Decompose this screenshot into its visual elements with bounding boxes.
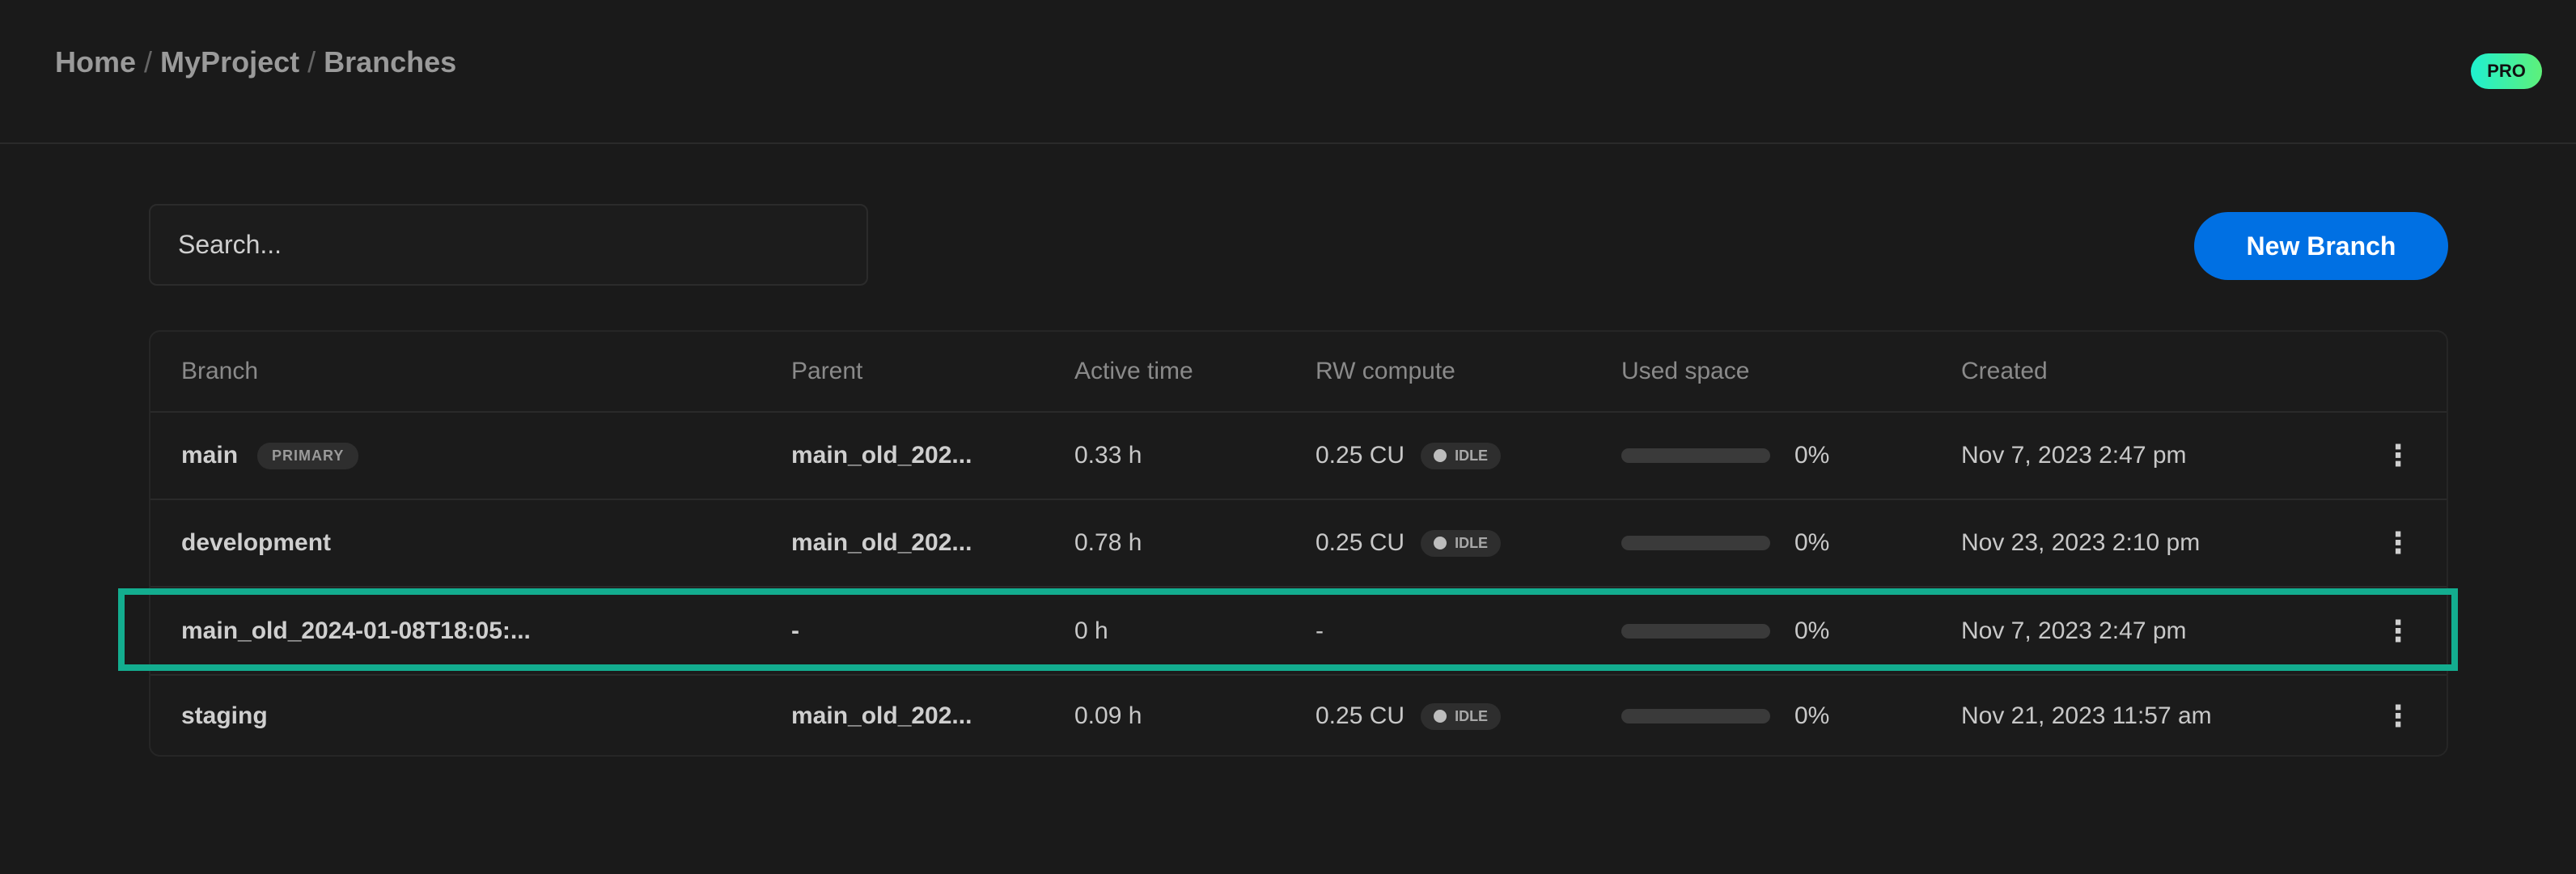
primary-badge: PRIMARY xyxy=(257,442,359,469)
table-row[interactable]: main_old_2024-01-08T18:05:... - 0 h - 0% Nov … xyxy=(150,588,2447,676)
column-header-active-time: Active time xyxy=(1074,358,1193,384)
more-options-icon[interactable]: ⋮ xyxy=(2383,614,2413,647)
status-badge: IDLE xyxy=(1421,529,1502,557)
active-time-cell: 0.33 h xyxy=(1074,442,1142,469)
parent-cell[interactable]: main_old_202... xyxy=(791,702,972,729)
used-space-cell: 0% xyxy=(1621,676,1829,757)
parent-cell[interactable]: main_old_202... xyxy=(791,529,972,556)
table-row[interactable]: staging main_old_202... 0.09 h 0.25 CU IDLE 0… xyxy=(150,676,2447,757)
column-header-created: Created xyxy=(1961,358,2048,384)
used-space-cell: 0% xyxy=(1621,500,1829,586)
branches-table: Branch Parent Active time RW compute Use… xyxy=(149,330,2448,757)
rw-compute-cell: 0.25 CU IDLE xyxy=(1316,500,1502,586)
table-header: Branch Parent Active time RW compute Use… xyxy=(150,332,2447,413)
breadcrumb-project[interactable]: MyProject xyxy=(160,45,300,78)
column-header-branch: Branch xyxy=(181,358,259,384)
breadcrumb-separator: / xyxy=(144,45,153,78)
created-cell: Nov 23, 2023 2:10 pm xyxy=(1961,529,2201,556)
branch-name-cell: development xyxy=(181,500,331,586)
parent-cell[interactable]: - xyxy=(791,617,799,644)
status-dot-icon xyxy=(1434,537,1447,549)
parent-cell[interactable]: main_old_202... xyxy=(791,442,972,469)
rw-compute-cell: 0.25 CU IDLE xyxy=(1316,413,1502,499)
status-label: IDLE xyxy=(1455,707,1489,724)
active-time-cell: 0 h xyxy=(1074,617,1108,644)
active-time-cell: 0.09 h xyxy=(1074,702,1142,729)
branch-name-cell: staging xyxy=(181,676,268,757)
branch-name[interactable]: main_old_2024-01-08T18:05:... xyxy=(181,617,531,644)
column-header-used-space: Used space xyxy=(1621,358,1750,384)
more-options-icon[interactable]: ⋮ xyxy=(2383,699,2413,732)
created-cell: Nov 7, 2023 2:47 pm xyxy=(1961,617,2187,644)
breadcrumb: Home / MyProject / Branches xyxy=(55,45,456,79)
table-row[interactable]: development main_old_202... 0.78 h 0.25 CU I… xyxy=(150,500,2447,588)
rw-compute-cell: - xyxy=(1316,588,1324,674)
used-space-progress-bar xyxy=(1621,624,1770,639)
status-label: IDLE xyxy=(1455,447,1489,464)
status-dot-icon xyxy=(1434,710,1447,723)
breadcrumb-branches: Branches xyxy=(324,45,457,78)
branch-name[interactable]: staging xyxy=(181,702,268,729)
column-header-parent: Parent xyxy=(791,358,863,384)
branch-name-cell: main PRIMARY xyxy=(181,413,359,499)
compute-value: 0.25 CU xyxy=(1316,702,1405,729)
active-time-cell: 0.78 h xyxy=(1074,529,1142,556)
status-badge: IDLE xyxy=(1421,442,1502,469)
status-dot-icon xyxy=(1434,449,1447,462)
branch-name[interactable]: development xyxy=(181,529,332,556)
more-options-icon[interactable]: ⋮ xyxy=(2383,439,2413,472)
used-space-percent: 0% xyxy=(1794,617,1830,644)
search-input[interactable] xyxy=(149,204,868,286)
top-header: Home / MyProject / Branches PRO xyxy=(0,0,2576,144)
used-space-cell: 0% xyxy=(1621,413,1829,499)
rw-compute-cell: 0.25 CU IDLE xyxy=(1316,676,1502,757)
used-space-progress-bar xyxy=(1621,536,1770,550)
branch-name[interactable]: main xyxy=(181,442,239,469)
breadcrumb-home[interactable]: Home xyxy=(55,45,137,78)
compute-value: - xyxy=(1316,617,1324,644)
breadcrumb-separator: / xyxy=(307,45,316,78)
status-label: IDLE xyxy=(1455,534,1489,551)
compute-value: 0.25 CU xyxy=(1316,529,1405,556)
new-branch-button[interactable]: New Branch xyxy=(2194,212,2448,280)
used-space-progress-bar xyxy=(1621,709,1770,723)
used-space-percent: 0% xyxy=(1794,529,1830,556)
pro-badge: PRO xyxy=(2471,53,2542,89)
table-row[interactable]: main PRIMARY main_old_202... 0.33 h 0.25 CU I… xyxy=(150,413,2447,500)
column-header-rw-compute: RW compute xyxy=(1316,358,1455,384)
created-cell: Nov 7, 2023 2:47 pm xyxy=(1961,442,2187,469)
compute-value: 0.25 CU xyxy=(1316,442,1405,469)
more-options-icon[interactable]: ⋮ xyxy=(2383,526,2413,559)
used-space-percent: 0% xyxy=(1794,702,1830,729)
used-space-progress-bar xyxy=(1621,448,1770,463)
used-space-percent: 0% xyxy=(1794,442,1830,469)
status-badge: IDLE xyxy=(1421,702,1502,730)
created-cell: Nov 21, 2023 11:57 am xyxy=(1961,702,2212,729)
branch-name-cell: main_old_2024-01-08T18:05:... xyxy=(181,588,531,674)
used-space-cell: 0% xyxy=(1621,588,1829,674)
